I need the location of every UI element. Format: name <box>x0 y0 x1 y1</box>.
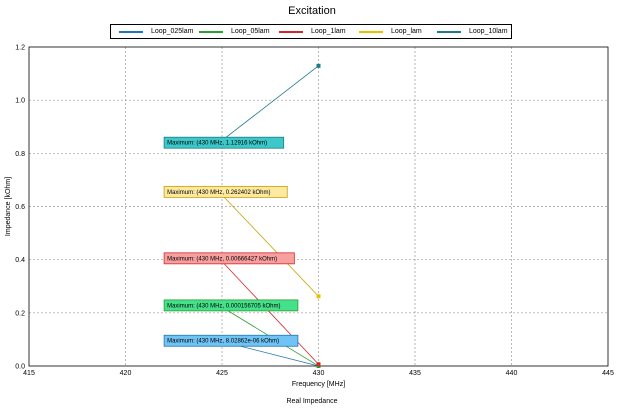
legend-label: Loop_05lam <box>231 28 270 35</box>
annotation-background <box>163 136 285 149</box>
annotation-box[interactable]: Maximum: (430 MHz, 8.02862e-06 kOhm) <box>163 334 299 347</box>
x-tick-label: 415 <box>23 370 35 377</box>
legend-swatch <box>279 31 303 33</box>
legend-label: Loop_10lam <box>469 28 508 35</box>
x-axis-label: Frequency [MHz] <box>292 381 345 388</box>
legend-label: Loop_lam <box>391 28 422 35</box>
annotation-box[interactable]: Maximum: (430 MHz, 1.12916 kOhm) <box>163 136 285 149</box>
y-tick-label: 0.0 <box>15 364 25 371</box>
x-tick-label: 430 <box>313 370 325 377</box>
annotation-label: Maximum: (430 MHz, 0.000156705 kOhm) <box>167 303 280 309</box>
annotation-box[interactable]: Maximum: (430 MHz, 0.000156705 kOhm) <box>163 299 299 312</box>
y-axis-label: Impedance [kOhm] <box>5 177 12 236</box>
chart-footer: Real Impedance <box>286 398 338 405</box>
annotation-leader-line <box>218 65 319 144</box>
chart-legend: Loop_025lam Loop_05lam Loop_1lam Loop_la… <box>110 24 512 39</box>
annotation-leader-line <box>218 191 319 297</box>
annotation-box[interactable]: Maximum: (430 MHz, 0.00666427 kOhm) <box>163 252 295 265</box>
legend-swatch <box>359 31 383 33</box>
data-point <box>316 294 321 299</box>
x-tick-label: 420 <box>120 370 132 377</box>
y-tick-label: 0.6 <box>15 204 25 211</box>
chart-title: Excitation <box>288 5 336 17</box>
annotation-label: Maximum: (430 MHz, 8.02862e-06 kOhm) <box>167 339 279 345</box>
data-point <box>316 362 321 367</box>
legend-swatch <box>437 31 461 33</box>
annotation-background <box>163 252 295 265</box>
x-tick-label: 445 <box>602 370 614 377</box>
y-tick-label: 0.2 <box>15 310 25 317</box>
data-point <box>316 63 321 68</box>
y-tick-label: 1.0 <box>15 98 25 105</box>
legend-swatch <box>119 31 143 33</box>
annotation-background <box>163 334 299 347</box>
legend-label: Loop_1lam <box>311 28 346 35</box>
x-tick-label: 440 <box>506 370 518 377</box>
annotation-box[interactable]: Maximum: (430 MHz, 0.262402 kOhm) <box>163 185 288 198</box>
annotation-background <box>163 299 299 312</box>
annotation-background <box>163 185 288 198</box>
legend-label: Loop_025lam <box>151 28 194 35</box>
y-tick-label: 1.2 <box>15 45 25 52</box>
annotation-label: Maximum: (430 MHz, 1.12916 kOhm) <box>167 141 267 147</box>
annotation-label: Maximum: (430 MHz, 0.00666427 kOhm) <box>167 256 277 262</box>
x-tick-label: 425 <box>216 370 228 377</box>
y-tick-label: 0.4 <box>15 257 25 264</box>
y-tick-label: 0.8 <box>15 151 25 158</box>
legend-swatch <box>199 31 223 33</box>
annotation-label: Maximum: (430 MHz, 0.262402 kOhm) <box>167 190 270 196</box>
x-tick-label: 435 <box>409 370 421 377</box>
